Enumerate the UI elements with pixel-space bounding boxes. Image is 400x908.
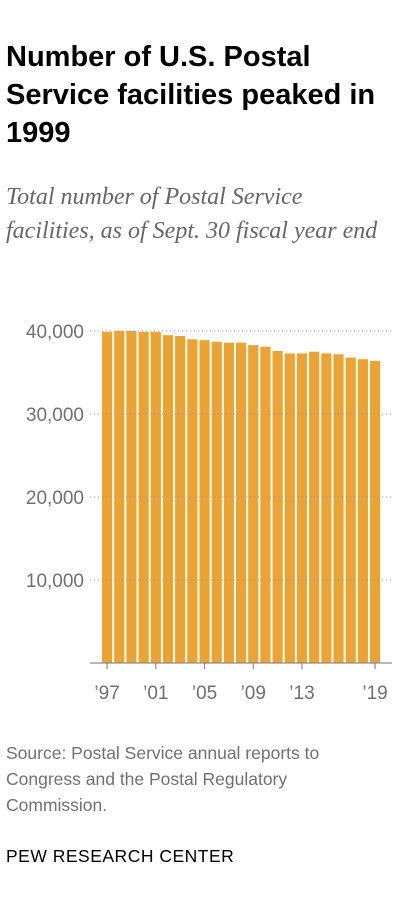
- bar-2011: [272, 350, 283, 663]
- chart-subtitle: Total number of Postal Service facilitie…: [6, 184, 378, 244]
- bar-1998: [114, 331, 125, 663]
- bar-2002: [162, 335, 174, 663]
- y-tick-label: 10,000: [26, 571, 84, 592]
- y-tick-label: 30,000: [26, 405, 84, 426]
- bar-2012: [284, 353, 295, 663]
- x-tick-label: ’97: [94, 683, 119, 704]
- bar-2013: [296, 353, 308, 663]
- bar-1999: [126, 331, 137, 663]
- bar-2006: [211, 341, 222, 663]
- bar-2001: [150, 331, 161, 663]
- x-tick-label: ’01: [143, 683, 168, 704]
- bar-2016: [333, 354, 344, 663]
- bar-2000: [138, 331, 149, 663]
- bar-2005: [199, 340, 210, 663]
- source-note: Source: Postal Service annual reports to…: [6, 743, 320, 815]
- bar-2017: [345, 357, 356, 663]
- x-tick-label: ’05: [192, 683, 217, 704]
- bar-2008: [235, 342, 247, 663]
- x-tick-label: ’09: [241, 683, 266, 704]
- bar-2015: [321, 353, 332, 663]
- x-tick-label: ’19: [362, 683, 387, 704]
- bar-chart: 10,000 20,000 30,000 40,000 ’97 ’01 ’05 ’09 ’13 ’…: [26, 322, 392, 704]
- bar-2018: [357, 359, 368, 663]
- chart-title: Number of U.S. Postal Service facilities…: [6, 41, 376, 149]
- bar-2014: [309, 351, 320, 663]
- y-tick-label: 40,000: [26, 322, 84, 343]
- bar-2010: [260, 346, 271, 663]
- y-tick-label: 20,000: [26, 488, 84, 509]
- bar-2007: [223, 342, 234, 663]
- x-tick-label: ’13: [289, 683, 314, 704]
- bar-2004: [187, 339, 198, 663]
- bar-2009: [248, 345, 259, 663]
- bar-2003: [175, 335, 186, 663]
- brand-wordmark: PEW RESEARCH CENTER: [6, 846, 235, 866]
- bar-2019: [369, 360, 381, 663]
